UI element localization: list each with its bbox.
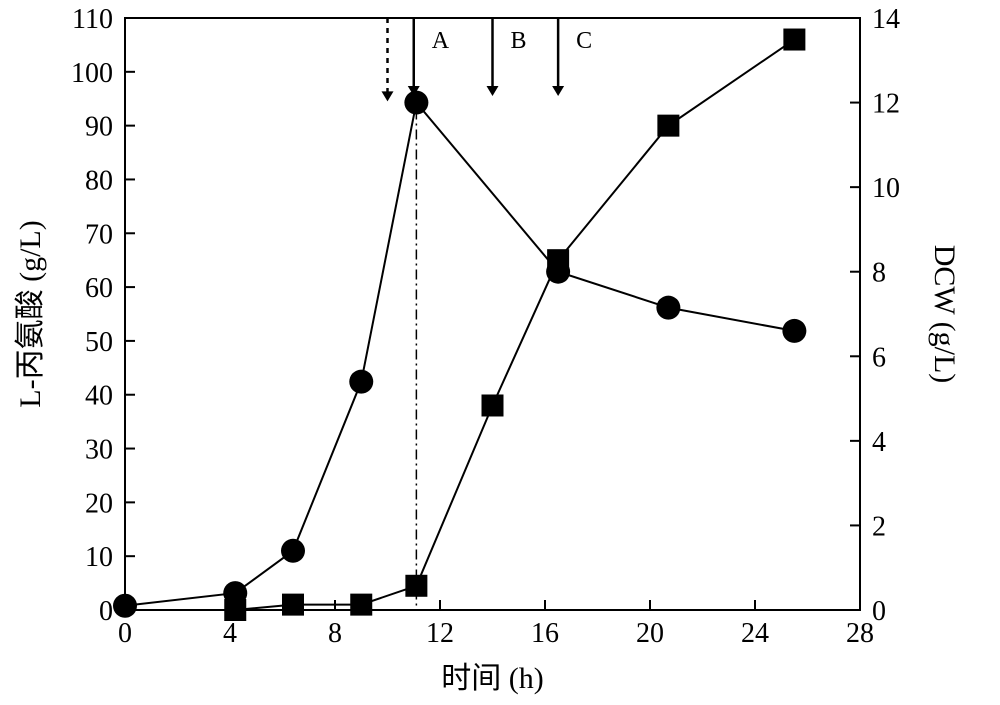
circles-marker (782, 319, 806, 343)
x-tick-label: 24 (741, 618, 769, 649)
y-left-tick-label: 0 (99, 596, 113, 627)
x-tick-label: 20 (636, 618, 664, 649)
y-left-tick-label: 110 (72, 4, 113, 35)
arrow-label: A (432, 28, 450, 54)
y-right-axis-label: DCW (g/L) (928, 245, 961, 384)
x-tick-label: 8 (328, 618, 342, 649)
squares-marker (657, 115, 679, 137)
solid-arrow-head (552, 86, 564, 96)
y-left-tick-label: 40 (85, 381, 113, 412)
chart-svg: 0481216202428时间 (h)010203040506070809010… (0, 0, 1000, 705)
x-axis-label: 时间 (h) (441, 662, 543, 695)
y-right-tick-label: 0 (872, 596, 886, 627)
x-tick-label: 4 (223, 618, 237, 649)
circles-marker (656, 296, 680, 320)
circles-line (125, 103, 794, 606)
x-tick-label: 0 (118, 618, 132, 649)
circles-marker (404, 91, 428, 115)
y-left-tick-label: 80 (85, 165, 113, 196)
y-right-tick-label: 2 (872, 511, 886, 542)
circles-marker (113, 594, 137, 618)
squares-marker (482, 394, 504, 416)
y-left-tick-label: 20 (85, 488, 113, 519)
y-left-axis-label: L-丙氨酸 (g/L) (14, 220, 47, 407)
y-left-tick-label: 70 (85, 219, 113, 250)
circles-marker (546, 260, 570, 284)
x-tick-label: 16 (531, 618, 559, 649)
y-left-tick-label: 10 (85, 542, 113, 573)
solid-arrow-head (487, 86, 499, 96)
y-right-tick-label: 8 (872, 258, 886, 289)
y-left-tick-label: 60 (85, 273, 113, 304)
y-left-tick-label: 90 (85, 112, 113, 143)
plot-frame (125, 18, 860, 610)
y-right-tick-label: 12 (872, 89, 900, 120)
y-left-tick-label: 100 (71, 58, 113, 89)
x-tick-label: 28 (846, 618, 874, 649)
circles-marker (281, 539, 305, 563)
squares-line (235, 40, 794, 610)
dual-axis-chart: 0481216202428时间 (h)010203040506070809010… (0, 0, 1000, 705)
arrow-label: B (511, 28, 527, 54)
squares-marker (350, 594, 372, 616)
y-right-tick-label: 6 (872, 342, 886, 373)
circles-marker (349, 370, 373, 394)
y-right-tick-label: 10 (872, 173, 900, 204)
y-right-tick-label: 4 (872, 427, 886, 458)
x-tick-label: 12 (426, 618, 454, 649)
y-right-tick-label: 14 (872, 4, 900, 35)
y-left-tick-label: 30 (85, 435, 113, 466)
y-left-tick-label: 50 (85, 327, 113, 358)
squares-marker (405, 575, 427, 597)
dashed-arrow-head (382, 91, 394, 101)
squares-marker (783, 29, 805, 51)
squares-marker (282, 594, 304, 616)
circles-marker (223, 581, 247, 605)
arrow-label: C (576, 28, 592, 54)
